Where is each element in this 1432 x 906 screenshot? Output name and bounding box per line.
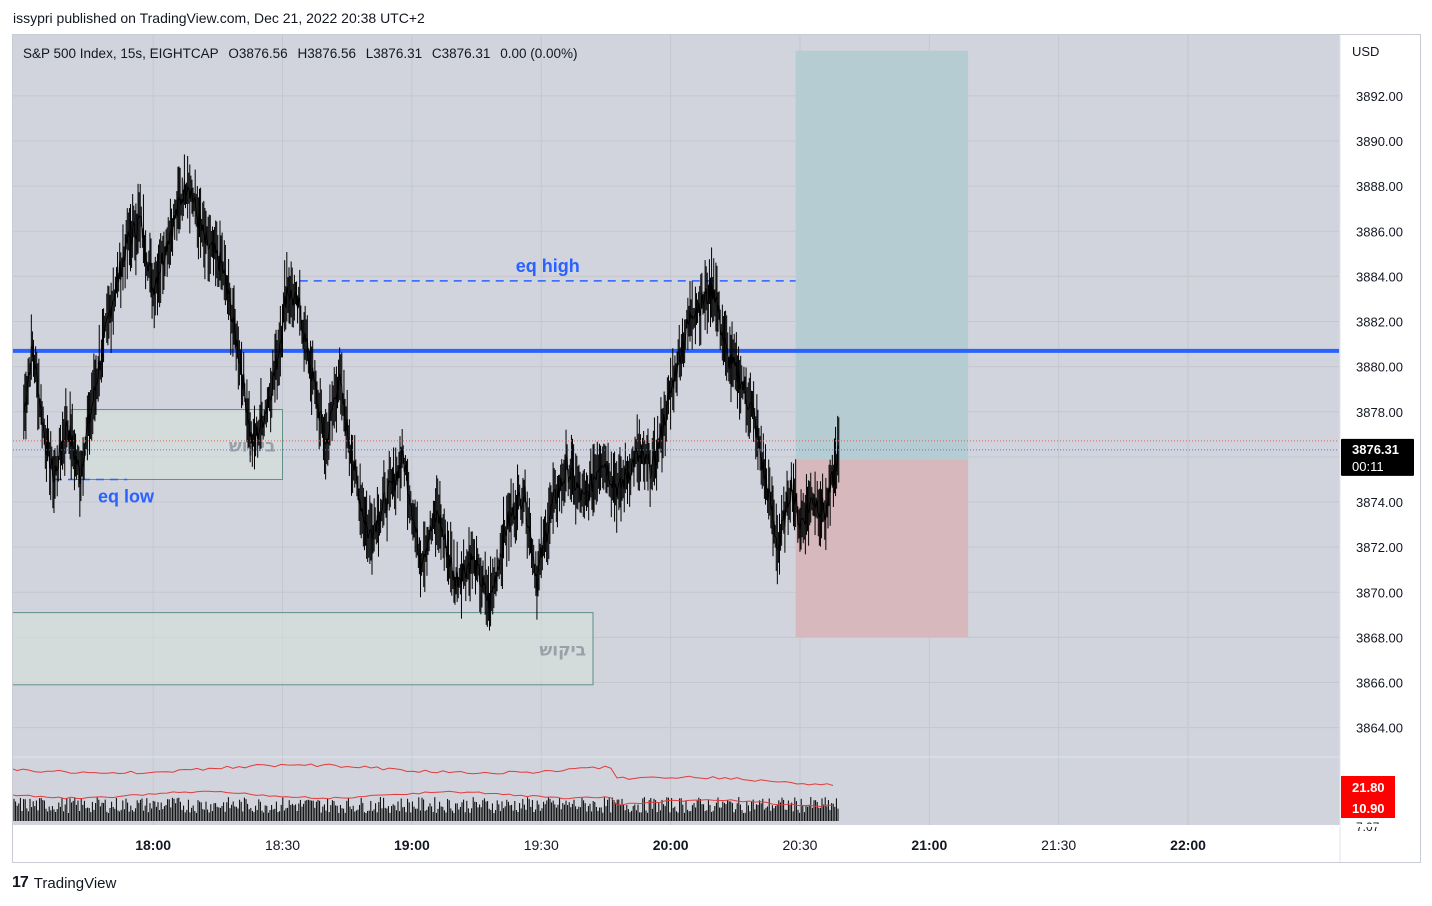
price-tick-label: 3870.00 xyxy=(1356,585,1403,600)
last-price-badge[interactable] xyxy=(1341,438,1414,476)
price-tick-label: 3880.00 xyxy=(1356,360,1403,375)
price-tick-label: 3878.00 xyxy=(1356,405,1403,420)
tradingview-logo-text: TradingView xyxy=(33,874,117,892)
last-price-countdown: 00:11 xyxy=(1352,459,1384,474)
time-tick-label: 19:30 xyxy=(524,837,559,853)
volatility-histogram xyxy=(13,797,839,821)
tradingview-logo[interactable]: 17 TradingView xyxy=(12,874,116,892)
time-axis-background xyxy=(13,825,1340,862)
price-tick-label: 3864.00 xyxy=(1356,721,1403,736)
currency-label: USD xyxy=(1352,44,1379,59)
volatility-upper-badge xyxy=(1341,776,1395,797)
legend-high: H3876.56 xyxy=(297,46,357,61)
price-tick-label: 3884.00 xyxy=(1356,269,1403,284)
time-tick-label: 19:00 xyxy=(394,837,430,853)
price-tick-label: 3882.00 xyxy=(1356,315,1403,330)
price-tick-label: 3886.00 xyxy=(1356,224,1403,239)
price-tick-label: 3874.00 xyxy=(1356,495,1403,510)
time-tick-label: 20:30 xyxy=(782,837,817,853)
legend-change: 0.00 (0.00%) xyxy=(500,46,578,61)
published-line: issypri published on TradingView.com, De… xyxy=(13,10,425,26)
price-line[interactable] xyxy=(23,179,840,612)
price-tick-label: 3888.00 xyxy=(1356,179,1403,194)
price-tick-label: 3872.00 xyxy=(1356,540,1403,555)
tradingview-logo-icon: 17 xyxy=(12,874,29,891)
eq-high-label: eq high xyxy=(516,256,580,276)
volatility-lower-badge xyxy=(1341,797,1395,818)
time-tick-label: 18:00 xyxy=(135,837,171,853)
price-tick-label: 3868.00 xyxy=(1356,630,1403,645)
price-tick-label: 3892.00 xyxy=(1356,89,1403,104)
volatility-lower-value: 10.90 xyxy=(1352,801,1385,816)
legend-low: L3876.31 xyxy=(365,46,423,61)
volatility-upper-line xyxy=(13,763,834,786)
time-tick-label: 21:00 xyxy=(911,837,947,853)
time-tick-label: 21:30 xyxy=(1041,837,1076,853)
position-loss-zone[interactable] xyxy=(795,459,969,638)
demand-zone-box xyxy=(13,612,594,686)
last-price-value: 3876.31 xyxy=(1352,442,1399,457)
demand-zone-label: ביקוש xyxy=(539,641,586,661)
volatility-label-clip xyxy=(1340,824,1420,827)
volatility-lower-line xyxy=(13,790,834,807)
time-tick-label: 22:00 xyxy=(1170,837,1206,853)
time-tick-label: 20:00 xyxy=(653,837,689,853)
time-tick-label: 18:30 xyxy=(265,837,300,853)
price-tick-label: 3890.00 xyxy=(1356,134,1403,149)
legend-close: C3876.31 xyxy=(431,46,491,61)
eq-low-label: eq low xyxy=(98,486,155,506)
ohlc-legend: S&P 500 Index, 15s, EIGHTCAP O3876.56 H3… xyxy=(23,46,583,61)
legend-symbol[interactable]: S&P 500 Index, 15s, EIGHTCAP xyxy=(23,46,219,61)
volatility-upper-value: 21.80 xyxy=(1352,780,1385,795)
legend-open: O3876.56 xyxy=(228,46,288,61)
price-tick-label: 3866.00 xyxy=(1356,676,1403,691)
position-profit-zone[interactable] xyxy=(795,50,969,460)
